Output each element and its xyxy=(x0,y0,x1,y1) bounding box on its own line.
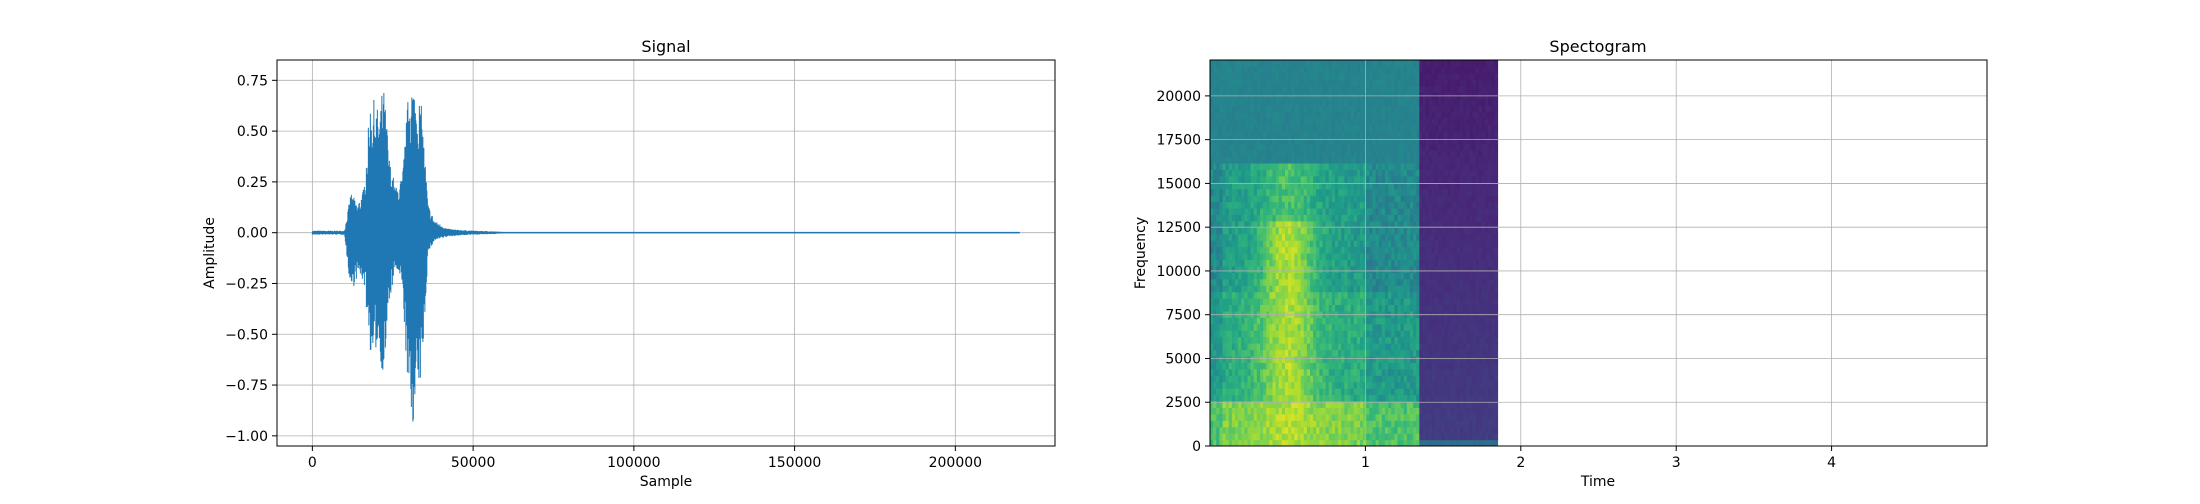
signal-ytick-label: 0.00 xyxy=(237,226,268,242)
signal-ytick-label: −0.25 xyxy=(225,276,268,292)
signal-ytick-label: −0.50 xyxy=(225,327,268,343)
signal-ytick-label: 0.75 xyxy=(237,73,268,89)
signal-xtick-label: 150000 xyxy=(768,455,821,471)
signal-xtick-label: 100000 xyxy=(607,455,660,471)
signal-xtick-label: 0 xyxy=(308,455,317,471)
signal-ytick-label: 0.50 xyxy=(237,124,268,140)
signal-xtick-label: 200000 xyxy=(929,455,982,471)
spectrogram-image xyxy=(1210,60,1498,447)
signal-chart: 0 50000 100000 150000 200000 −1.00 −0.75 −0.50 −… xyxy=(202,37,1055,490)
signal-ytick-label: 0.25 xyxy=(237,175,268,191)
signal-ytick-label: −1.00 xyxy=(225,429,268,445)
signal-xtick-label: 50000 xyxy=(451,455,496,471)
signal-ytick-label: −0.75 xyxy=(225,378,268,394)
signal-ylabel: Amplitude xyxy=(202,217,218,289)
signal-xlabel: Sample xyxy=(640,474,693,490)
signal-title: Signal xyxy=(641,37,690,56)
